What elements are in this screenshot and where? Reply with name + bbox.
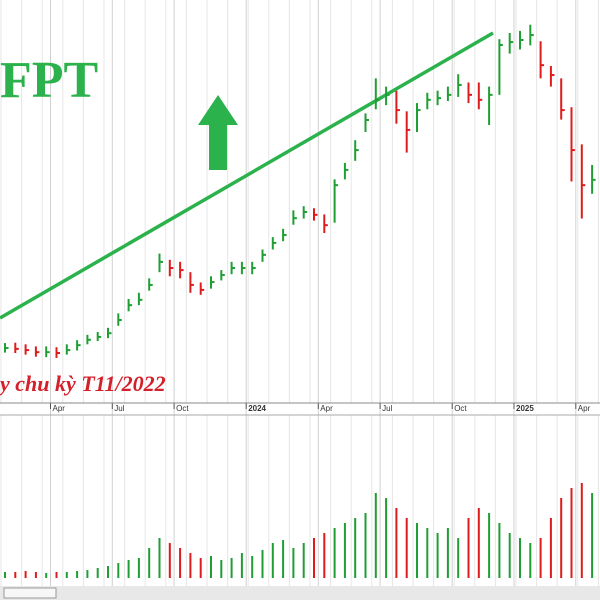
volume-bar (508, 533, 511, 578)
volume-bar (395, 508, 398, 578)
volume-bar (333, 528, 336, 578)
volume-bar (364, 513, 367, 578)
volume-bar (261, 550, 264, 578)
x-tick-label: Apr (320, 404, 333, 413)
volume-bar (86, 570, 89, 578)
volume-bar (271, 543, 274, 578)
volume-bar (168, 543, 171, 578)
volume-bar (302, 543, 305, 578)
volume-bar (127, 560, 130, 578)
volume-bar (148, 548, 151, 578)
volume-bar (446, 528, 449, 578)
volume-bar (416, 523, 418, 578)
volume-bar (498, 523, 501, 578)
volume-bar (354, 518, 357, 578)
volume-bar (117, 563, 120, 578)
volume-bar (137, 558, 140, 578)
volume-bar (580, 483, 583, 578)
x-tick-label: Jul (114, 404, 124, 413)
volume-bar (426, 528, 429, 578)
x-tick-label: Apr (578, 404, 591, 413)
volume-bar (343, 523, 346, 578)
volume-bar (65, 572, 68, 578)
volume-bar (282, 540, 285, 578)
ticker-label: FPT (0, 52, 98, 109)
volume-bar (374, 493, 377, 578)
volume-bar (199, 558, 202, 578)
volume-bar (45, 573, 48, 578)
annotation: y chu kỳ T11/2022 (0, 371, 166, 396)
volume-bar (560, 498, 563, 578)
volume-bar (14, 572, 17, 578)
volume-bar (549, 518, 552, 578)
trend-line (0, 31, 494, 320)
volume-bar (230, 558, 233, 578)
volume-bar (189, 553, 192, 578)
volume-bar (24, 571, 27, 578)
volume-bar (96, 568, 99, 578)
volume-bar (467, 518, 470, 578)
volume-bar (477, 508, 480, 578)
status-bar (0, 586, 600, 600)
x-tick-label: 2025 (516, 404, 534, 413)
volume-bar (457, 538, 460, 578)
volume-bar (591, 493, 594, 578)
marks: Apr Jul Oct 2024 Apr Jul Oct 2025 Apr (4, 24, 596, 578)
volume-bar (405, 518, 408, 578)
x-tick-label: 2024 (248, 404, 266, 413)
volume-bar (529, 543, 532, 578)
volume-bar (519, 538, 521, 578)
volume-bar (539, 538, 542, 578)
volume-bar (220, 560, 223, 578)
x-tick-label: Jul (382, 404, 392, 413)
up-arrow (198, 95, 238, 170)
x-tick-label: Apr (53, 404, 66, 413)
volume-bar (107, 566, 109, 578)
volume-bar (179, 548, 182, 578)
volume-bar (488, 513, 491, 578)
volume-bar (313, 538, 315, 578)
volume-bar (385, 498, 388, 578)
volume-bar (292, 548, 295, 578)
status-tabs[interactable] (3, 587, 57, 599)
volume-bar (34, 572, 37, 578)
volume-bar (570, 488, 573, 578)
volume-bar (158, 538, 161, 578)
volume-bar (323, 533, 326, 578)
volume-bar (55, 572, 58, 578)
volume-bar (436, 533, 439, 578)
volume-bar (251, 556, 254, 578)
volume-bar (240, 553, 243, 578)
volume-bar (4, 572, 6, 578)
grid (0, 0, 599, 586)
x-tick-label: Oct (454, 404, 467, 413)
x-tick-label: Oct (176, 404, 189, 413)
volume-bar (210, 556, 212, 578)
volume-bar (76, 571, 79, 578)
